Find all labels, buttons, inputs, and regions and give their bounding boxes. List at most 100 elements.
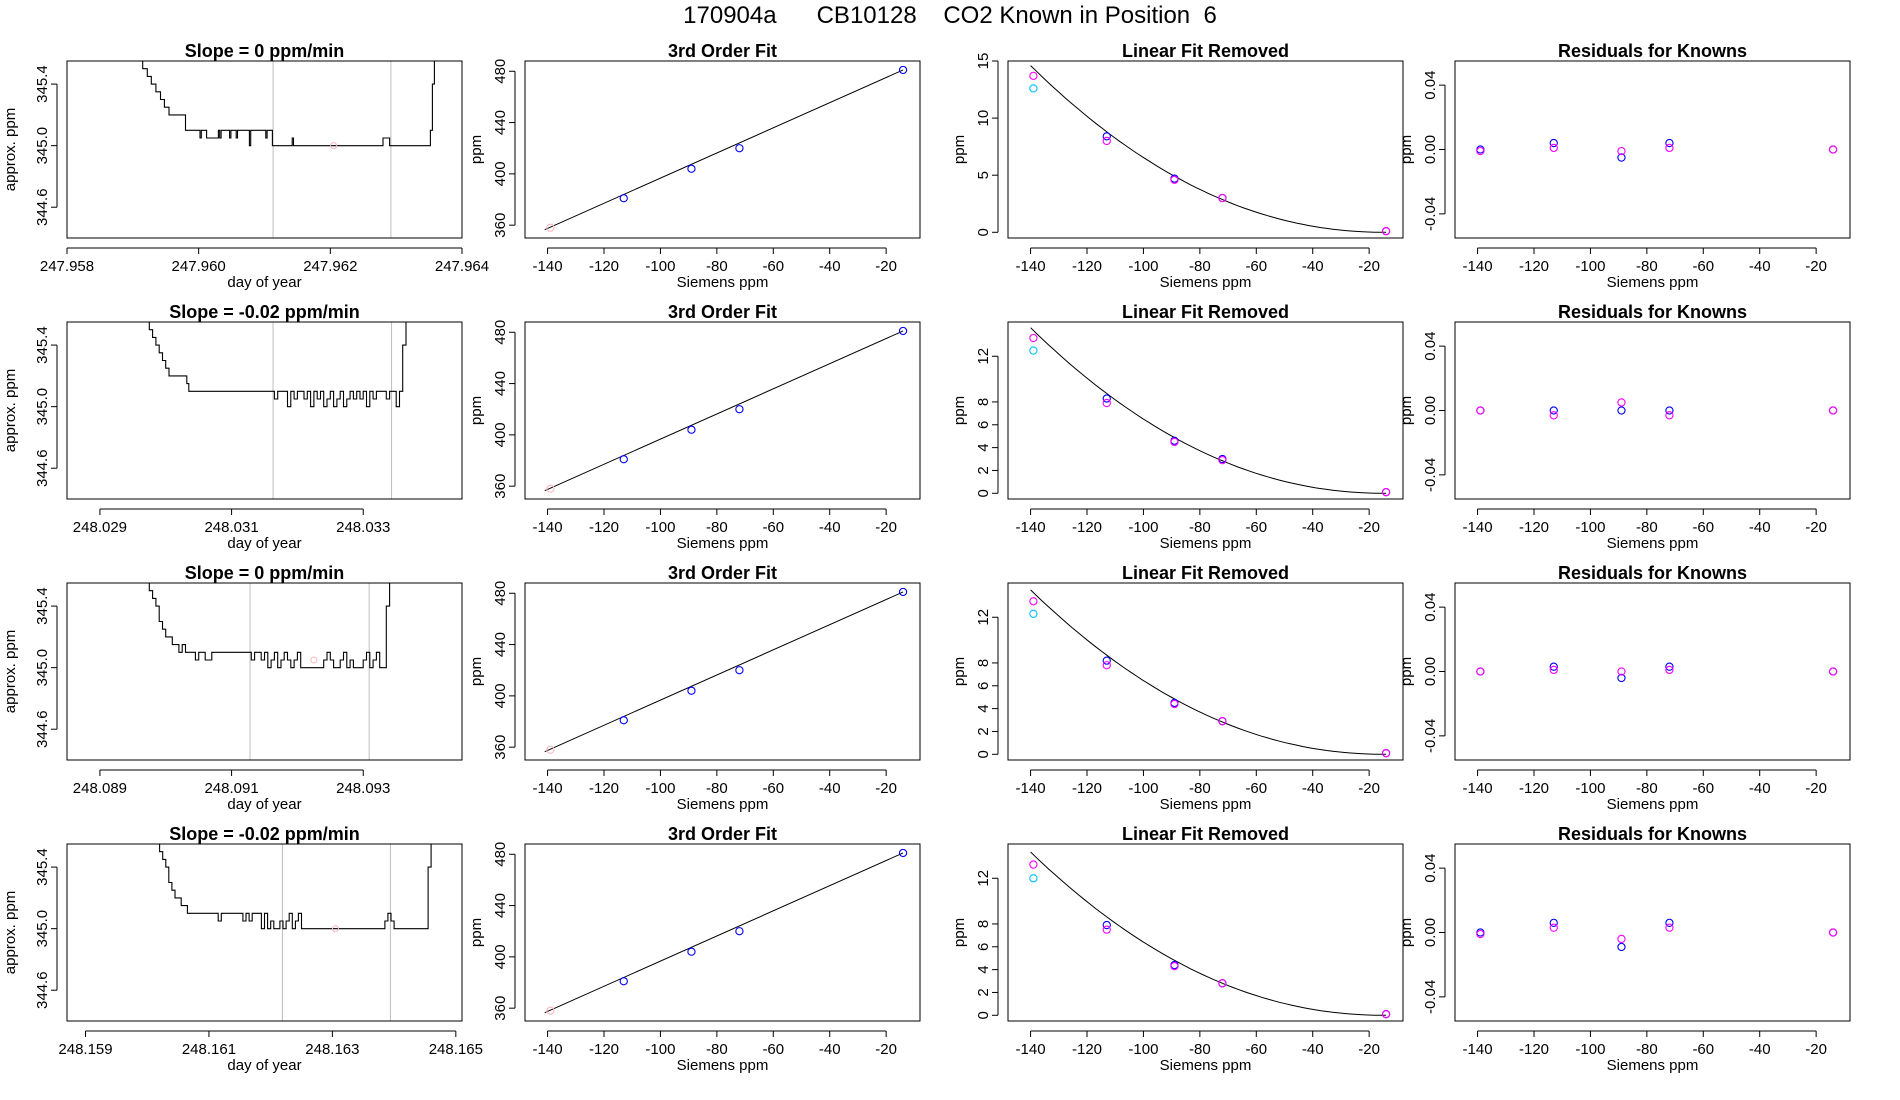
data-point	[1665, 662, 1674, 671]
time-series-line	[155, 844, 432, 930]
y-tick-label: 6	[975, 682, 992, 690]
x-axis-label: Siemens ppm	[1160, 535, 1252, 552]
x-axis-label: Siemens ppm	[677, 796, 769, 813]
y-tick-label: 2	[975, 727, 992, 735]
y-tick-label: 8	[975, 398, 992, 406]
y-axis-label: approx. ppm	[2, 891, 19, 974]
chart-panel-linres-row3: Linear Fit Removed -140 -120 -100 -80 -60 -40 -…	[951, 563, 1404, 813]
data-point	[1549, 411, 1558, 420]
y-tick-label: 4	[975, 443, 992, 451]
data-point	[1170, 437, 1179, 447]
x-tick-label: -140	[1463, 780, 1493, 797]
x-tick-label: -80	[1636, 519, 1658, 536]
x-tick-label: -80	[1636, 780, 1658, 797]
y-tick-label: 345.4	[34, 848, 51, 886]
data-point	[1029, 333, 1038, 343]
x-tick-label: -120	[589, 1041, 619, 1058]
data-point	[546, 223, 555, 232]
chart-title: Slope = -0.02 ppm/min	[169, 824, 360, 844]
chart-panel-time-row4: Slope = -0.02 ppm/min 248.159 248.161 248.1…	[2, 824, 483, 1074]
x-tick-label: -120	[1519, 780, 1549, 797]
plot-data	[544, 326, 908, 493]
y-tick-label: 0.04	[1422, 854, 1439, 883]
figure-title: 170904a CB10128 CO2 Known in Position 6	[683, 2, 1217, 29]
data-point	[1617, 942, 1626, 952]
data-point	[1102, 656, 1111, 665]
x-tick-label: -140	[533, 258, 563, 275]
x-tick-label: -40	[1302, 780, 1324, 797]
y-tick-label: -0.04	[1422, 980, 1439, 1014]
data-point	[1381, 748, 1391, 758]
data-point	[735, 666, 744, 675]
data-point	[1476, 667, 1485, 676]
x-tick-label: 248.029	[73, 519, 127, 536]
data-point	[735, 405, 744, 414]
x-tick-label: -60	[1245, 1041, 1267, 1058]
y-tick-label: 344.6	[34, 710, 51, 748]
x-tick-label: -120	[1519, 519, 1549, 536]
chart-title: Linear Fit Removed	[1122, 302, 1289, 322]
chart-title: Slope = 0 ppm/min	[185, 41, 345, 61]
y-axis-label: ppm	[1398, 396, 1415, 425]
plot-frame	[1454, 60, 1851, 239]
chart-panel-resid-row1: Residuals for Knowns -140 -120 -100 -80 -60 -4…	[1398, 41, 1851, 291]
x-tick-label: -40	[819, 519, 841, 536]
data-point	[1828, 145, 1838, 154]
x-tick-label: 248.161	[182, 1041, 236, 1058]
x-tick-label: -100	[1128, 519, 1158, 536]
y-tick-label: 6	[975, 421, 992, 429]
x-tick-label: -140	[533, 1041, 563, 1058]
y-tick-label: 0.00	[1422, 918, 1439, 947]
y-tick-label: 344.6	[34, 188, 51, 226]
x-tick-label: -60	[1692, 1041, 1714, 1058]
data-point	[1617, 406, 1626, 415]
chart-panel-linres-row4: Linear Fit Removed -140 -120 -100 -80 -60 -40 -…	[951, 824, 1404, 1074]
x-tick-label: 248.091	[204, 780, 258, 797]
plot-frame	[1454, 843, 1851, 1022]
data-point	[1102, 136, 1111, 146]
data-point	[1218, 456, 1227, 465]
chart-title: Linear Fit Removed	[1122, 41, 1289, 61]
x-tick-label: -80	[706, 780, 728, 797]
y-tick-label: 4	[975, 965, 992, 973]
x-axis-label: Siemens ppm	[1160, 274, 1252, 291]
data-point	[1665, 143, 1674, 153]
y-axis-label: ppm	[468, 918, 485, 947]
data-point	[1617, 667, 1626, 676]
data-point	[687, 686, 696, 695]
y-tick-label: 10	[975, 110, 992, 127]
y-tick-label: 480	[492, 320, 509, 345]
x-tick-label: -100	[1575, 1041, 1605, 1058]
data-point	[1549, 923, 1558, 932]
plot-frame	[524, 321, 921, 500]
x-tick-label: -100	[1575, 780, 1605, 797]
chart-panel-resid-row2: Residuals for Knowns -140 -120 -100 -80 -60 -4…	[1398, 302, 1851, 552]
data-point	[1381, 487, 1391, 497]
x-tick-label: -140	[1016, 258, 1046, 275]
plot-data	[1029, 65, 1391, 236]
y-tick-label: 400	[492, 422, 509, 447]
data-point	[1029, 597, 1038, 606]
plot-data	[544, 65, 908, 232]
y-axis-label: approx. ppm	[2, 630, 19, 713]
y-tick-label: 0.00	[1422, 135, 1439, 164]
known-marker	[331, 925, 339, 933]
x-tick-label: -40	[819, 258, 841, 275]
x-axis-label: day of year	[227, 535, 301, 552]
x-tick-label: -120	[1072, 780, 1102, 797]
x-tick-label: -20	[1358, 519, 1380, 536]
y-tick-label: 440	[492, 893, 509, 918]
y-tick-label: 344.6	[34, 449, 51, 487]
data-point	[619, 716, 628, 725]
data-point	[1029, 860, 1038, 869]
x-tick-label: -80	[706, 519, 728, 536]
y-axis-label: ppm	[1398, 657, 1415, 686]
plot-data	[148, 583, 391, 760]
x-tick-label: -20	[875, 1041, 897, 1058]
x-tick-label: -20	[1805, 258, 1827, 275]
x-tick-label: -120	[589, 258, 619, 275]
plot-data	[1029, 851, 1391, 1019]
chart-panel-fit-row3: 3rd Order Fit -140 -120 -100 -80 -60 -40 -20 Sie…	[468, 563, 921, 813]
y-tick-label: 0.04	[1422, 332, 1439, 361]
plot-data	[1476, 138, 1838, 162]
